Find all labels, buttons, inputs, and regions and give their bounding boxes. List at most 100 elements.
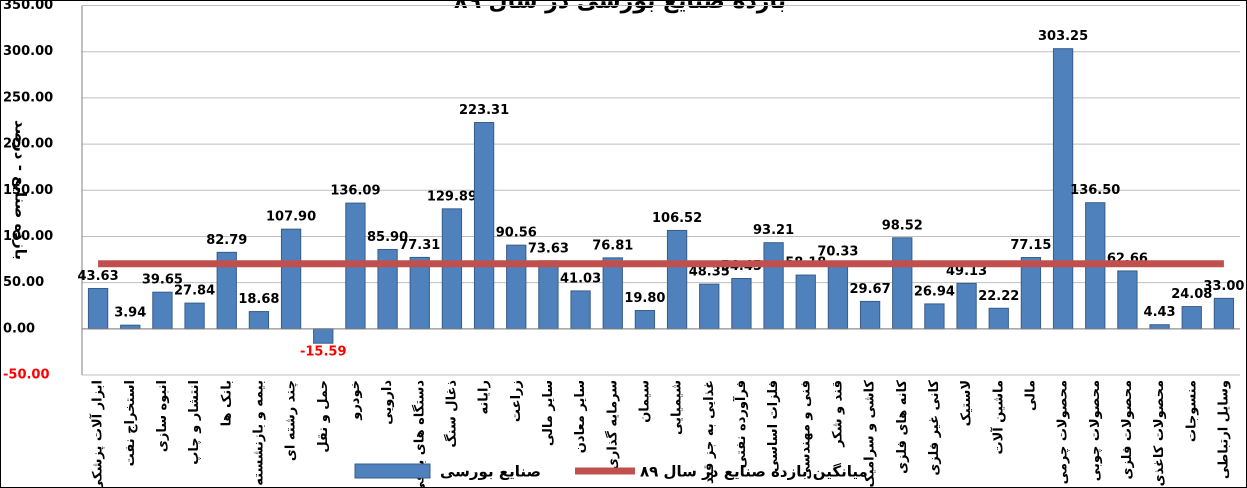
y-tick-label: -50.00 [3, 368, 50, 383]
data-label: 26.94 [914, 284, 955, 299]
data-label: 82.79 [206, 233, 247, 248]
bar [280, 228, 302, 330]
data-label: 129.89 [427, 189, 477, 204]
x-tick-label: شیمیایی [670, 380, 685, 435]
bar [313, 328, 334, 344]
bar [184, 302, 205, 330]
data-label: 76.81 [592, 238, 633, 253]
y-tick-label: 350.00 [3, 0, 53, 13]
bar [441, 208, 463, 330]
data-label: 4.43 [1144, 305, 1176, 320]
x-tick-label: محصولات چوبی [1088, 380, 1103, 481]
x-tick-label: چند رشته ای [284, 380, 299, 461]
data-label: 98.52 [882, 218, 923, 233]
bar [731, 278, 752, 330]
data-label: 49.13 [946, 264, 987, 279]
y-tick-label: 50.00 [3, 275, 44, 290]
bar [87, 288, 109, 330]
x-tick-label: ماشین آلات [989, 380, 1006, 454]
bar [538, 260, 559, 330]
x-tick-label: محصولات فلزی [1120, 380, 1135, 479]
x-tick-label: ابزار آلات پزشکی [89, 380, 106, 488]
bar [666, 229, 688, 330]
data-label: -15.59 [300, 345, 347, 360]
data-label: 303.25 [1038, 29, 1088, 44]
x-tick-label: کانی غیر فلزی [927, 380, 942, 476]
y-tick-label: 100.00 [3, 229, 53, 244]
x-tick-label: غذایی به جز قند [702, 380, 717, 484]
bar [1149, 324, 1170, 330]
bar [1213, 297, 1235, 330]
bar [827, 263, 849, 330]
x-tick-label: وسایل ارتباطی [1216, 380, 1231, 479]
x-tick-label: سایر مالی [541, 380, 556, 446]
y-tick-label: 250.00 [3, 90, 53, 105]
bar [409, 256, 430, 330]
data-label: 41.03 [560, 271, 601, 286]
bar [763, 242, 784, 330]
bar [892, 237, 913, 330]
x-tick-label: محصولات چرمی [1056, 380, 1071, 484]
data-label: 22.22 [978, 289, 1019, 304]
data-label: 73.63 [528, 241, 569, 256]
data-label: 19.80 [624, 291, 665, 306]
x-tick-label: استخراج نفت [123, 380, 138, 466]
data-label: 93.21 [753, 223, 794, 238]
x-tick-label: بانک ها [219, 380, 234, 426]
bar [924, 303, 945, 330]
x-tick-label: ذغال سنگ [443, 380, 459, 448]
bar [152, 291, 173, 330]
data-label: 77.31 [399, 238, 440, 253]
bar [1181, 306, 1202, 330]
data-label: 43.63 [78, 269, 119, 284]
x-tick-label: کاشی و سرامیک [863, 380, 878, 488]
data-label: 3.94 [114, 306, 146, 321]
y-tick-label: 0.00 [3, 321, 35, 336]
x-tick-label: حمل و نقل [316, 380, 331, 453]
data-label: 24.08 [1171, 287, 1212, 302]
x-tick-label: سیمان [637, 380, 652, 423]
chart-title: بازده صنایع بورسی در سال ۸۹ [454, 0, 786, 14]
data-label: 136.50 [1070, 183, 1120, 198]
bar [473, 122, 495, 330]
x-tick-label: دستگاه های برقی [411, 380, 427, 488]
x-tick-label: فرآورده نفتی [732, 380, 749, 468]
data-label: 85.90 [367, 230, 408, 245]
data-label: 39.65 [142, 273, 183, 288]
x-tick-label: فنی و مهندسی [798, 380, 813, 480]
x-tick-label: فلزات اساسی [766, 380, 781, 472]
data-label: 107.90 [266, 210, 316, 225]
y-axis-title: بازده صنایع - درصد [12, 120, 30, 260]
y-tick-label: 300.00 [3, 44, 53, 59]
x-tick-label: انبوه سازی [155, 380, 170, 452]
data-label: 27.84 [174, 284, 215, 299]
data-label: 70.33 [817, 244, 858, 259]
legend-swatch [354, 463, 431, 479]
x-tick-label: زراعت [509, 380, 524, 422]
bar [570, 290, 591, 330]
data-label: 77.15 [1010, 238, 1051, 253]
x-tick-label: محصولات کاغذی [1152, 380, 1167, 486]
x-tick-label: خودرو [348, 380, 363, 421]
data-label: 223.31 [459, 103, 509, 118]
data-label: 136.09 [330, 184, 380, 199]
y-tick-label: 200.00 [3, 137, 53, 152]
data-label: 48.35 [689, 265, 730, 280]
bar [602, 257, 623, 330]
legend-label: صنایع بورسی [440, 463, 541, 481]
bar [699, 283, 720, 330]
x-tick-label: لاستیک [959, 380, 974, 426]
x-tick-label: انتشار و چاپ [187, 380, 202, 465]
bar [1020, 257, 1042, 330]
data-label: 106.52 [652, 211, 702, 226]
bar [248, 311, 270, 330]
x-tick-label: سایر معادن [573, 380, 588, 453]
x-tick-label: دارویی [380, 380, 395, 425]
data-label: 18.68 [238, 292, 279, 307]
x-tick-label: سرمایه گذاری [604, 380, 620, 470]
x-tick-label: بیمه و بازنشسته [251, 380, 266, 486]
x-tick-label: قند و شکر [830, 380, 845, 448]
bar [956, 282, 977, 330]
